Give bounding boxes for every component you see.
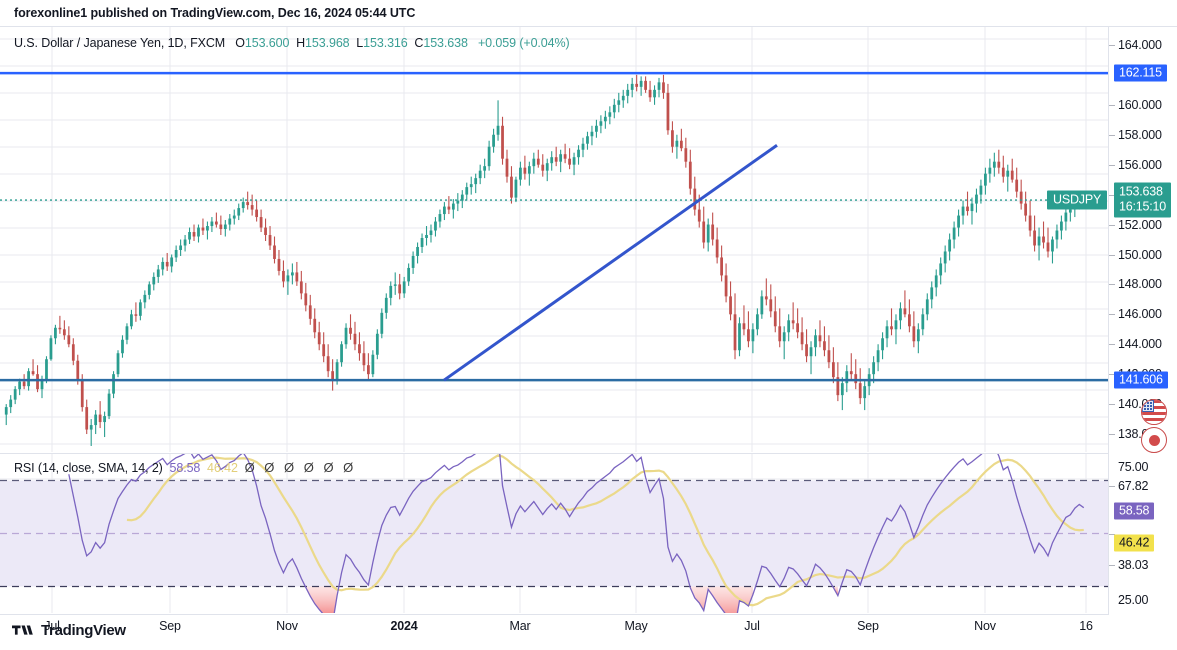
time-axis[interactable]: Jul Sep Nov 2024 Mar May Jul Sep Nov 16 [0,614,1108,636]
footer: TradingView [0,622,1177,650]
time-tick: Mar [509,619,531,633]
legend-open-value: 153.600 [244,36,290,50]
rsi-axis-tick: 25.00 [1118,592,1149,607]
time-tick: Jul [44,619,60,633]
legend-exchange: FXCM [190,36,226,50]
axis-tick: 144.000 [1118,337,1162,352]
rsi-axis-tick: 38.03 [1118,558,1149,573]
price-legend: U.S. Dollar / Japanese Yen, 1D, FXCM O15… [14,36,570,50]
rsi-empty-marks: Ø Ø Ø Ø Ø Ø [244,460,357,475]
rsi-oversold-fill [305,586,838,613]
rsi-axis-tick: 67.82 [1118,479,1149,494]
price-chart-svg [0,27,1108,452]
tradingview-wordmark: TradingView [41,622,126,639]
resistance-price-badge[interactable]: 162.115 [1114,64,1167,82]
symbol-price-tag[interactable]: USDJPY [1047,190,1108,210]
japan-flag-icon[interactable] [1141,427,1167,453]
time-tick: Sep [159,619,181,633]
tradingview-logo[interactable]: TradingView [12,622,126,639]
rsi-sma-value-badge[interactable]: 46.42 [1114,534,1155,552]
legend-close-label: C [414,36,424,50]
legend-interval[interactable]: 1D [167,36,184,50]
last-price-value: 153.638 [1119,184,1163,199]
rsi-pane[interactable]: RSI (14, close, SMA, 14, 2) 58.58 46.42 … [0,453,1108,613]
axis-tick: 156.000 [1118,157,1162,172]
time-tick: Jul [744,619,760,633]
time-tick-year: 2024 [390,619,418,633]
time-tick: Sep [857,619,879,633]
legend-change: +0.059 (+0.04%) [477,36,570,50]
rsi-value-badge[interactable]: 58.58 [1114,502,1155,520]
rsi-title[interactable]: RSI (14, close, SMA, 14, 2) [14,461,163,475]
last-price-countdown: 16:15:10 [1119,199,1167,214]
time-tick: Nov [276,619,298,633]
legend-symbol[interactable]: U.S. Dollar / Japanese Yen [14,36,161,50]
price-pane[interactable]: U.S. Dollar / Japanese Yen, 1D, FXCM O15… [0,27,1108,452]
last-price-badge[interactable]: 153.638 16:15:10 [1114,182,1172,218]
time-tick: 16 [1079,619,1093,633]
rsi-legend: RSI (14, close, SMA, 14, 2) 58.58 46.42 … [14,460,356,475]
axis-tick: 164.000 [1118,38,1162,52]
legend-low-label: L [356,36,364,50]
legend-low-value: 153.316 [363,36,408,50]
horizontal-gridlines [0,38,1108,445]
axis-tick: 150.000 [1118,247,1162,262]
rsi-line [68,454,1085,613]
tradingview-logo-icon [12,625,33,635]
price-axis[interactable]: 164.000 160.000 158.000 156.000 154.000 … [1108,27,1177,615]
time-tick: May [624,619,648,633]
time-tick: Nov [974,619,996,633]
axis-tick: 148.000 [1118,277,1162,292]
rsi-sma-value: 46.42 [207,461,238,475]
rsi-value: 58.58 [169,461,201,475]
axis-tick: 160.000 [1118,97,1162,112]
rsi-chart-svg [0,454,1108,613]
axis-tick: 152.000 [1118,217,1162,232]
published-text: forexonline1 published on TradingView.co… [14,6,416,20]
legend-close-value: 153.638 [423,36,468,50]
legend-high-value: 153.968 [305,36,350,50]
us-flag-icon[interactable] [1141,399,1167,425]
axis-tick: 158.000 [1118,127,1162,142]
rsi-axis-tick: 75.00 [1118,460,1149,475]
chart-frame: U.S. Dollar / Japanese Yen, 1D, FXCM O15… [0,26,1177,615]
published-bar: forexonline1 published on TradingView.co… [0,0,1177,26]
legend-high-label: H [296,36,306,50]
trendline[interactable] [443,143,778,382]
axis-tick: 146.000 [1118,307,1162,322]
candlestick-series [4,74,1086,447]
legend-open-label: O [235,36,245,50]
rsi-sma-line [126,454,1084,607]
support-price-badge[interactable]: 141.606 [1114,371,1168,389]
